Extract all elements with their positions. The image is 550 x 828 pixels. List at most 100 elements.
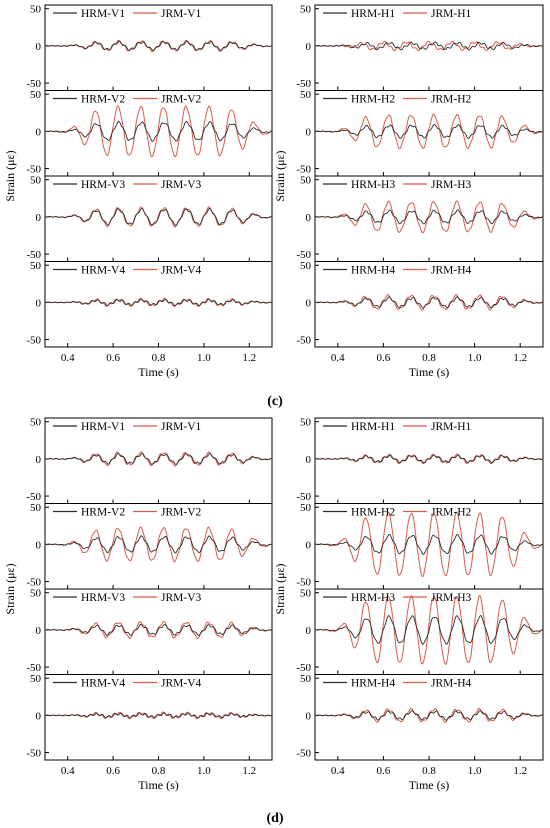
- y-tick-label: 0: [36, 126, 42, 138]
- panel-d-right-3: 50 0 -50 HRM-H3 JRM-H3: [296, 588, 544, 675]
- y-tick-label: 0: [36, 297, 42, 309]
- y-tick-label: -50: [26, 164, 41, 176]
- y-tick-label: 50: [300, 260, 312, 272]
- legend-label-hrm: HRM-H3: [351, 179, 395, 191]
- y-tick-label: 50: [30, 4, 42, 16]
- x-tick-label: 0.8: [422, 765, 436, 777]
- panel-d-right-1: 50 0 -50 HRM-H1 JRM-H1: [296, 417, 544, 504]
- x-tick-label: 0.8: [152, 765, 166, 777]
- x-tick-label: 1.2: [242, 765, 256, 777]
- legend-label-hrm: HRM-H1: [351, 421, 395, 433]
- panel-frame: [44, 417, 273, 504]
- x-axis-label: Time (s): [409, 778, 450, 792]
- y-tick-label: 0: [36, 41, 42, 53]
- panel-frame: [44, 674, 273, 761]
- legend-label-jrm: JRM-H1: [431, 8, 472, 20]
- series-line-hrm-v2: [44, 535, 273, 554]
- series-line-jrm-v3: [44, 620, 273, 639]
- y-tick-label: -50: [296, 748, 311, 760]
- y-tick-label: 0: [36, 625, 42, 637]
- legend-label-jrm: JRM-H3: [431, 179, 472, 191]
- y-tick-label: 0: [306, 539, 312, 551]
- y-axis-label: Strain (με): [273, 150, 287, 201]
- y-tick-label: -50: [26, 662, 41, 674]
- y-tick-label: 50: [30, 502, 42, 514]
- y-tick-label: 0: [306, 625, 312, 637]
- series-line-hrm-h3: [314, 209, 544, 225]
- legend-label-hrm: HRM-V4: [81, 265, 125, 277]
- legend-label-jrm: JRM-H1: [431, 421, 472, 433]
- legend-label-hrm: HRM-V4: [81, 678, 125, 690]
- series-line-jrm-v2: [45, 526, 272, 563]
- x-tick-label: 1.0: [468, 765, 482, 777]
- y-tick-label: 50: [300, 417, 312, 429]
- series-line-jrm-h2: [314, 511, 544, 578]
- y-axis-label: Strain (με): [3, 563, 17, 614]
- panel-c-right-3: 50 0 -50 HRM-H3 JRM-H3: [296, 175, 544, 262]
- panel-c-right-1: 50 0 -50 HRM-H1 JRM-H1: [296, 4, 544, 91]
- legend-label-jrm: JRM-V2: [161, 94, 202, 106]
- legend-label-hrm: HRM-V1: [81, 8, 125, 20]
- legend-label-hrm: HRM-H2: [351, 507, 395, 519]
- legend-label-jrm: JRM-H2: [431, 94, 472, 106]
- x-tick-label: 0.4: [331, 352, 345, 364]
- y-tick-label: 50: [30, 673, 42, 685]
- x-tick-label: 0.6: [377, 352, 391, 364]
- x-tick-label: 1.2: [513, 352, 527, 364]
- y-tick-label: 0: [306, 297, 312, 309]
- y-tick-label: 50: [30, 588, 42, 600]
- y-tick-label: -50: [26, 78, 41, 90]
- panel-c-left-4: 50 0 -50 0.4 0.6 0.8 1.0 1.2 Time (s) HRM-V4 JRM-V…: [26, 260, 273, 379]
- y-axis-label: Strain (με): [273, 563, 287, 614]
- x-tick-label: 0.8: [422, 352, 436, 364]
- y-axis-label: Strain (με): [3, 150, 17, 201]
- panel-d-right-4: 50 0 -50 0.4 0.6 0.8 1.0 1.2 Time (s) HRM-H4 JRM-H…: [296, 673, 544, 792]
- legend-label-jrm: JRM-V1: [161, 8, 202, 20]
- legend-label-hrm: HRM-V2: [81, 94, 125, 106]
- y-tick-label: 0: [36, 539, 42, 551]
- panel-c-right-2: 50 0 -50 HRM-H2 JRM-H2: [296, 89, 544, 177]
- legend-label-hrm: HRM-H2: [351, 94, 395, 106]
- x-tick-label: 0.4: [61, 352, 75, 364]
- x-tick-label: 0.4: [61, 765, 75, 777]
- legend-label-jrm: JRM-V3: [161, 179, 202, 191]
- series-line-hrm-h1: [314, 454, 544, 464]
- y-tick-label: 50: [300, 502, 312, 514]
- legend-label-jrm: JRM-H3: [431, 592, 472, 604]
- y-tick-label: 50: [300, 89, 312, 101]
- series-line-hrm-h1: [314, 41, 543, 51]
- series-line-jrm-h4: [314, 294, 544, 311]
- panel-c-left-1: 50 0 -50 HRM-V1 JRM-V1: [26, 4, 273, 91]
- y-tick-label: 0: [36, 710, 42, 722]
- series-line-hrm-v1: [44, 452, 273, 465]
- panel-c-right-4: 50 0 -50 0.4 0.6 0.8 1.0 1.2 Time (s) HRM-H4 JRM-H…: [296, 260, 544, 379]
- legend-label-hrm: HRM-H1: [351, 8, 395, 20]
- y-tick-label: 50: [300, 673, 312, 685]
- x-axis-label: Time (s): [138, 365, 179, 379]
- group-label-d: (d): [266, 811, 283, 826]
- y-tick-label: 0: [306, 710, 312, 722]
- legend-label-jrm: JRM-V3: [161, 592, 202, 604]
- panel-d-left-1: 50 0 -50 HRM-V1 JRM-V1: [26, 417, 273, 504]
- series-line-hrm-v2: [44, 120, 273, 142]
- legend-label-hrm: HRM-V1: [81, 421, 125, 433]
- legend-label-jrm: JRM-V4: [161, 678, 202, 690]
- panel-d-left-4: 50 0 -50 0.4 0.6 0.8 1.0 1.2 Time (s) HRM-V4 JRM-V…: [26, 673, 273, 792]
- y-tick-label: -50: [296, 662, 311, 674]
- y-tick-label: -50: [296, 249, 311, 261]
- series-line-jrm-v2: [44, 105, 272, 158]
- x-tick-label: 0.6: [106, 765, 120, 777]
- legend-label-hrm: HRM-V3: [81, 179, 125, 191]
- series-line-hrm-v1: [44, 40, 273, 52]
- y-tick-label: -50: [296, 164, 311, 176]
- panels-layer: 50 0 -50 HRM-V1 JRM-V1 50 0 -50 HRM-V2 JRM-V2 50 0 -…: [3, 4, 544, 792]
- y-tick-label: 0: [306, 212, 312, 224]
- legend-label-jrm: JRM-H4: [431, 678, 472, 690]
- legend-label-hrm: HRM-H3: [351, 592, 395, 604]
- panel-c-left-2: 50 0 -50 HRM-V2 JRM-V2: [26, 89, 273, 177]
- y-tick-label: 50: [300, 588, 312, 600]
- x-axis-label: Time (s): [138, 778, 179, 792]
- y-tick-label: -50: [26, 577, 41, 589]
- legend-label-hrm: HRM-V2: [81, 507, 125, 519]
